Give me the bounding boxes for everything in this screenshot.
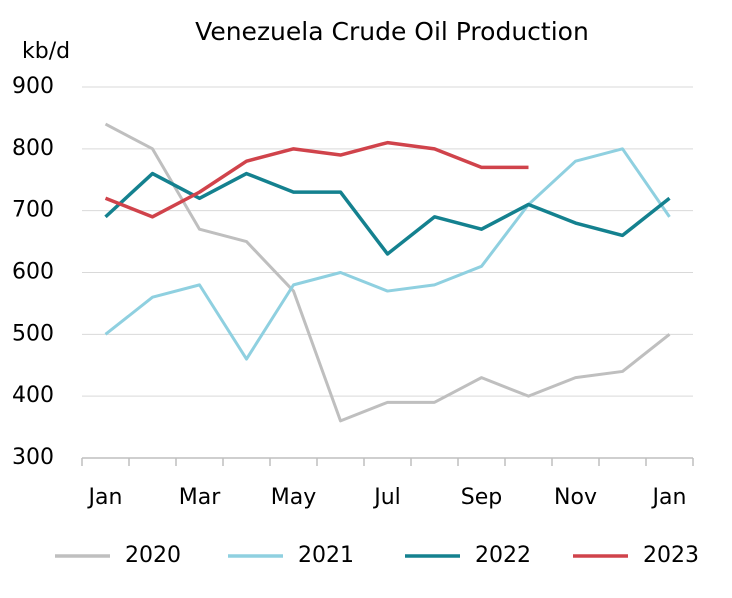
series-line bbox=[104, 171, 671, 256]
x-tick-label: Sep bbox=[461, 485, 502, 510]
y-tick-label: 800 bbox=[12, 136, 54, 161]
x-tick-label: May bbox=[271, 485, 316, 510]
series-line bbox=[104, 147, 671, 361]
y-tick-label: 300 bbox=[12, 445, 54, 470]
x-tick-label: Mar bbox=[179, 485, 221, 510]
legend-label: 2022 bbox=[475, 543, 531, 568]
series-line bbox=[104, 122, 671, 423]
x-tick-label: Jan bbox=[87, 485, 123, 510]
x-tick-label: Jan bbox=[651, 485, 687, 510]
legend-label: 2020 bbox=[125, 543, 181, 568]
y-tick-label: 400 bbox=[12, 383, 54, 408]
y-axis-label: kb/d bbox=[22, 39, 70, 64]
y-tick-label: 700 bbox=[12, 198, 54, 223]
y-tick-label: 500 bbox=[12, 321, 54, 346]
legend-label: 2021 bbox=[298, 543, 354, 568]
y-tick-label: 900 bbox=[12, 74, 54, 99]
series-line bbox=[104, 140, 529, 219]
x-tick-label: Nov bbox=[554, 485, 597, 510]
chart-title: Venezuela Crude Oil Production bbox=[195, 17, 589, 46]
y-tick-label: 600 bbox=[12, 260, 54, 285]
legend-label: 2023 bbox=[643, 543, 699, 568]
x-tick-label: Jul bbox=[372, 485, 401, 510]
